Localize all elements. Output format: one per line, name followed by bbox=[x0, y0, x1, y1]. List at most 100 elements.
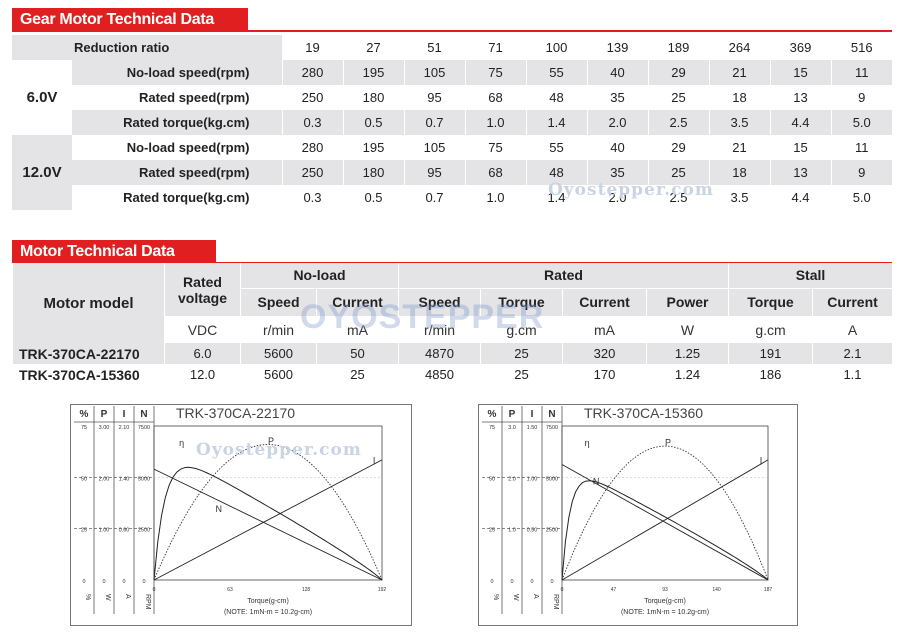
value-cell: 1.25 bbox=[646, 343, 729, 364]
value-cell: 55 bbox=[525, 135, 587, 160]
watermark-logo: OYOSTEPPER bbox=[300, 298, 545, 336]
axis-value: 0 bbox=[490, 579, 493, 585]
col-rated: Rated bbox=[398, 263, 729, 289]
unit-cell: g.cm bbox=[480, 316, 563, 343]
value-cell: 75 bbox=[464, 60, 526, 85]
value-cell: 12.0 bbox=[164, 364, 241, 385]
unit-cell: r/min bbox=[398, 316, 481, 343]
value-cell: 29 bbox=[647, 60, 709, 85]
value-cell: 25 bbox=[316, 364, 399, 385]
v12-noload-row: 12.0V No-load speed(rpm) 280 195 105 75 … bbox=[12, 135, 892, 210]
chart-frame bbox=[478, 404, 798, 626]
motor-row: TRK-370CA-15360 12.0 5600 25 4850 25 170… bbox=[12, 364, 892, 385]
value-cell: 2.5 bbox=[647, 185, 709, 210]
unit-cell: VDC bbox=[164, 316, 241, 343]
plot-area bbox=[153, 425, 383, 581]
axis-value: 1.50 bbox=[527, 425, 538, 431]
v12-rated-torque-row: Rated torque(kg.cm) 0.3 0.5 0.7 1.0 1.4 … bbox=[12, 185, 892, 210]
x-tick: 128 bbox=[302, 587, 311, 593]
col-unit: % bbox=[84, 594, 91, 600]
value-cell: 29 bbox=[647, 135, 709, 160]
col-unit: RPM bbox=[144, 594, 151, 610]
gear-table: Reduction ratio 19 27 51 71 100 139 189 … bbox=[12, 35, 892, 210]
value-cell: 48 bbox=[525, 85, 587, 110]
value-cell: 2.0 bbox=[586, 185, 648, 210]
value-cell: 2.0 bbox=[586, 110, 648, 135]
value-cell: 18 bbox=[708, 85, 770, 110]
col-r-torque: Torque bbox=[480, 288, 563, 316]
current-curve bbox=[153, 459, 383, 581]
value-cell: 48 bbox=[525, 160, 587, 185]
unit-cell: A bbox=[812, 316, 892, 343]
axis-value: 0.50 bbox=[527, 528, 538, 534]
axis-value: 0 bbox=[550, 579, 553, 585]
row-label: Rated torque(kg.cm) bbox=[72, 110, 282, 135]
axis-value: 1.00 bbox=[527, 476, 538, 482]
col-r-speed: Speed bbox=[398, 288, 481, 316]
value-cell: 0.3 bbox=[281, 185, 343, 210]
axis-value: 75 bbox=[489, 425, 495, 431]
value-cell: 11 bbox=[830, 60, 892, 85]
value-cell: 280 bbox=[281, 135, 343, 160]
power-label: P bbox=[268, 436, 274, 446]
ratio-cell: 369 bbox=[769, 35, 831, 60]
unit-cell: W bbox=[646, 316, 729, 343]
value-cell: 50 bbox=[316, 343, 399, 364]
value-cell: 250 bbox=[281, 160, 343, 185]
ratio-cell: 139 bbox=[586, 35, 648, 60]
value-cell: 1.24 bbox=[646, 364, 729, 385]
power-curve bbox=[561, 445, 769, 581]
value-cell: 180 bbox=[342, 160, 404, 185]
col-head: N bbox=[140, 409, 147, 420]
col-head: N bbox=[548, 409, 555, 420]
axis-value: 1.0 bbox=[508, 528, 516, 534]
value-cell: 195 bbox=[342, 135, 404, 160]
value-cell: 2.5 bbox=[647, 110, 709, 135]
col-unit: W bbox=[104, 594, 111, 601]
value-cell: 95 bbox=[403, 160, 465, 185]
axis-value: 0 bbox=[530, 579, 533, 585]
value-cell: 3.5 bbox=[708, 185, 770, 210]
value-cell: 13 bbox=[769, 160, 831, 185]
axis-value: 0 bbox=[142, 579, 145, 585]
value-cell: 95 bbox=[403, 85, 465, 110]
watermark-site-chart: Oyostepper.com bbox=[196, 440, 362, 460]
value-cell: 15 bbox=[769, 60, 831, 85]
current-label: I bbox=[373, 455, 376, 465]
axis-value: 1.40 bbox=[119, 476, 130, 482]
axis-value: 0 bbox=[102, 579, 105, 585]
voltage-12v: 12.0V bbox=[12, 135, 72, 210]
value-cell: 2.1 bbox=[812, 343, 892, 364]
chart-frame bbox=[70, 404, 412, 626]
watermark-site: Oyostepper.com bbox=[548, 180, 714, 200]
plot-area bbox=[561, 425, 769, 581]
efficiency-label: η bbox=[179, 438, 184, 448]
motor-row: TRK-370CA-22170 6.0 5600 50 4870 25 320 … bbox=[12, 343, 892, 364]
ratio-cell: 27 bbox=[342, 35, 404, 60]
v12-rated-speed-row: Rated speed(rpm) 250 180 95 68 48 35 25 … bbox=[12, 160, 892, 185]
unit-cell: r/min bbox=[240, 316, 317, 343]
axis-value: 5000 bbox=[138, 476, 150, 482]
col-head: % bbox=[488, 409, 497, 420]
power-label: P bbox=[665, 437, 671, 447]
col-r-power: Power bbox=[646, 288, 729, 316]
value-cell: 105 bbox=[403, 135, 465, 160]
col-unit: A bbox=[124, 594, 131, 599]
col-rated-voltage: Rated voltage bbox=[164, 263, 241, 316]
ratio-cell: 100 bbox=[525, 35, 587, 60]
v6-rated-torque-row: Rated torque(kg.cm) 0.3 0.5 0.7 1.0 1.4 … bbox=[12, 110, 892, 135]
speed-label: N bbox=[216, 504, 223, 514]
x-tick: 63 bbox=[227, 587, 233, 593]
col-unit: A bbox=[532, 594, 539, 599]
axis-value: 75 bbox=[81, 425, 87, 431]
unit-cell: g.cm bbox=[728, 316, 813, 343]
row-label: Rated torque(kg.cm) bbox=[123, 190, 250, 205]
value-cell: 11 bbox=[830, 135, 892, 160]
row-label: Rated speed(rpm) bbox=[72, 160, 282, 185]
value-cell: 4870 bbox=[398, 343, 481, 364]
axis-value: 25 bbox=[81, 528, 87, 534]
ratio-cell: 51 bbox=[403, 35, 465, 60]
x-tick: 192 bbox=[378, 587, 387, 593]
value-cell: 25 bbox=[480, 364, 563, 385]
value-cell: 280 bbox=[281, 60, 343, 85]
